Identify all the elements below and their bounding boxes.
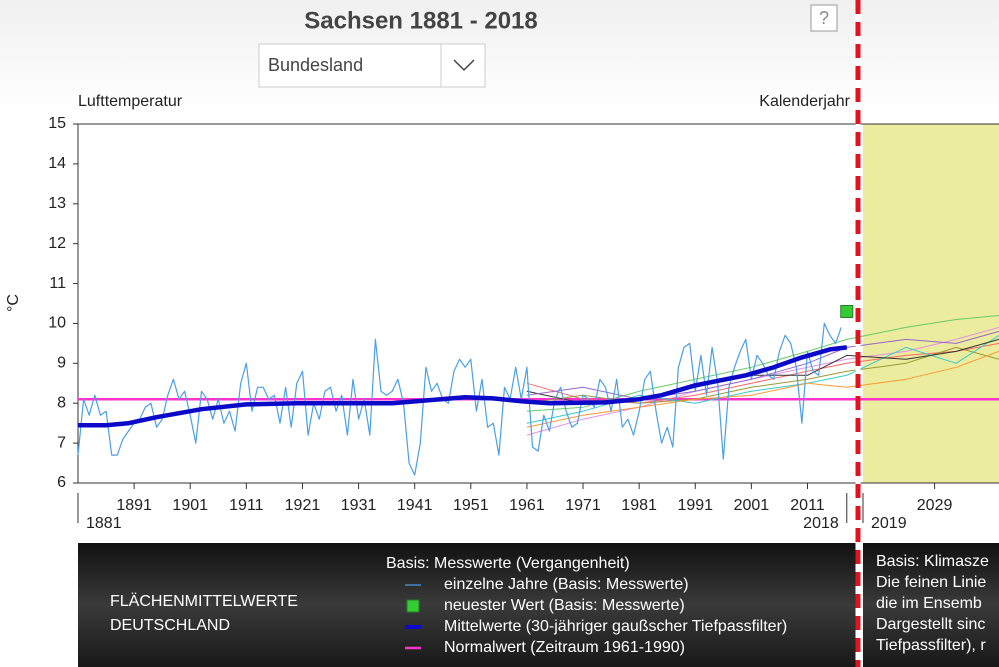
x-tick-label: 1971 bbox=[565, 497, 601, 514]
annual-line bbox=[77, 322, 842, 476]
panel-label: DEUTSCHLAND bbox=[110, 617, 230, 634]
future-panel: Basis: Klimasze Die feinen Linie die im En… bbox=[876, 553, 989, 654]
y-unit: °C bbox=[5, 294, 22, 312]
future-panel-text: die im Ensemb bbox=[876, 595, 982, 612]
legend-symbol bbox=[406, 599, 420, 613]
x-tick-label-secondary: 2019 bbox=[871, 515, 907, 532]
future-region bbox=[863, 124, 999, 483]
x-tick-label-secondary: 1881 bbox=[86, 515, 122, 532]
legend-heading: Basis: Messwerte (Vergangenheit) bbox=[386, 555, 630, 572]
x-tick-label: 1921 bbox=[285, 497, 321, 514]
help-label[interactable]: ? bbox=[819, 8, 829, 28]
legend-label: einzelne Jahre (Basis: Messwerte) bbox=[444, 576, 689, 593]
help-button[interactable] bbox=[810, 4, 838, 32]
y-tick-label: 15 bbox=[48, 115, 66, 132]
ensemble-line bbox=[526, 326, 999, 436]
dropdown-arrow[interactable] bbox=[453, 59, 475, 72]
x-tick-label: 1961 bbox=[509, 497, 545, 514]
legend-label: Mittelwerte (30-jähriger gaußscher Tiefp… bbox=[444, 618, 787, 635]
y-tick-label: 12 bbox=[48, 235, 66, 252]
x-tick-label: 1981 bbox=[621, 497, 657, 514]
ensemble-line bbox=[526, 330, 999, 400]
future-legend-box bbox=[863, 543, 999, 667]
x-tick-label: 2001 bbox=[734, 497, 770, 514]
x-tick-label: 2029 bbox=[917, 497, 953, 514]
dropdown-label[interactable]: Bundesland bbox=[268, 55, 363, 75]
x-tick-label: 1901 bbox=[172, 497, 208, 514]
x-tick-label: 1991 bbox=[677, 497, 713, 514]
x-tick-label: 1941 bbox=[397, 497, 433, 514]
x-tick-label: 1951 bbox=[453, 497, 489, 514]
legend-box bbox=[78, 543, 858, 667]
y-label-top: Lufttemperatur bbox=[78, 93, 183, 110]
x-label-top: Kalenderjahr bbox=[759, 93, 850, 110]
y-tick-label: 9 bbox=[57, 355, 66, 372]
x-tick-label: 1911 bbox=[229, 497, 264, 514]
future-panel-text: Basis: Klimasze bbox=[876, 553, 989, 570]
future-panel-text: Die feinen Linie bbox=[876, 574, 986, 591]
mean-line bbox=[78, 345, 848, 428]
dropdown[interactable] bbox=[258, 43, 486, 88]
x-tick-label-secondary: 2018 bbox=[803, 515, 839, 532]
y-tick-label: 6 bbox=[57, 474, 66, 491]
x-tick-label: 1891 bbox=[116, 497, 152, 514]
y-tick-label: 11 bbox=[49, 275, 66, 292]
x-tick-label: 2011 bbox=[790, 497, 825, 514]
y-tick-label: 7 bbox=[57, 434, 66, 451]
future-panel-text: Dargestellt sinc bbox=[876, 616, 985, 633]
chart-title: Sachsen 1881 - 2018 bbox=[304, 7, 538, 34]
legend-label: neuester Wert (Basis: Messwerte) bbox=[444, 597, 685, 614]
y-tick-label: 13 bbox=[48, 195, 66, 212]
panel-label: FLÄCHENMITTELWERTE bbox=[110, 592, 298, 610]
future-panel-text: Tiefpassfilter), r bbox=[876, 637, 986, 654]
y-tick-label: 10 bbox=[48, 315, 66, 332]
x-tick-label: 1931 bbox=[341, 497, 377, 514]
newest-point bbox=[840, 304, 854, 318]
y-tick-label: 8 bbox=[57, 394, 66, 411]
legend-label: Normalwert (Zeitraum 1961-1990) bbox=[444, 639, 685, 656]
y-tick-label: 14 bbox=[48, 155, 66, 172]
